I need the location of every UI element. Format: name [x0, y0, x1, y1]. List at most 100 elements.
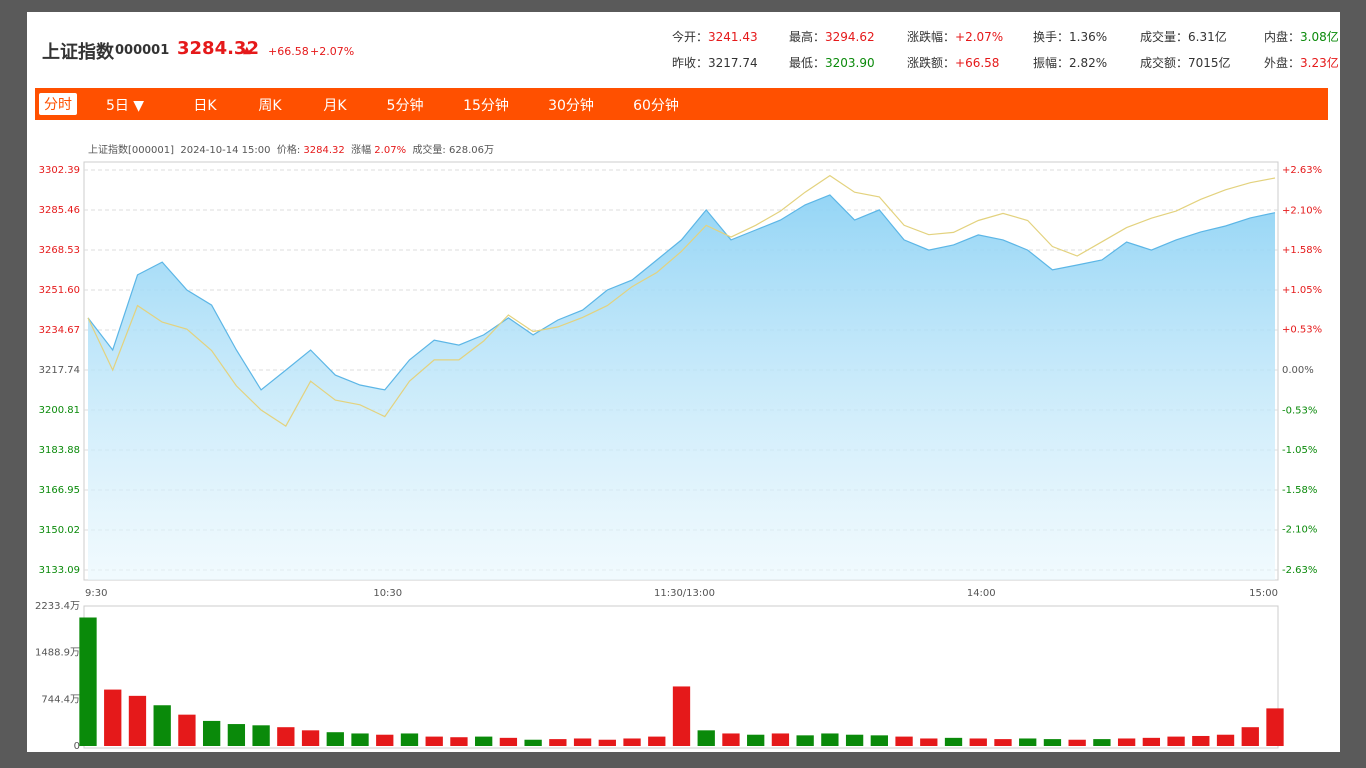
volume-bar: [771, 733, 790, 746]
y2-tick-label: +1.58%: [1282, 245, 1322, 256]
stat-value: +66.58: [955, 56, 1000, 70]
y2-tick-label: -1.05%: [1282, 445, 1317, 456]
info-price: 3284.32: [303, 145, 345, 156]
stat: 换手：1.36%: [1033, 28, 1107, 45]
volume-bar: [301, 730, 320, 746]
info-vol-label: 成交量:: [412, 145, 446, 156]
volume-bar: [623, 738, 641, 746]
x-tick-label: 15:00: [1249, 588, 1278, 599]
tab-bar: 分时 5日 ▼ 日K 周K 月K 5分钟 15分钟 30分钟 60分钟: [35, 88, 1328, 120]
volume-bar: [1093, 739, 1111, 746]
volume-bar: [128, 695, 147, 746]
volume-bar: [747, 734, 765, 746]
y-tick-label: 744.4万: [41, 694, 80, 705]
volume-bar: [1241, 727, 1259, 746]
y-tick-label: 3133.09: [39, 565, 80, 576]
tab[interactable]: 日K: [193, 98, 217, 114]
tab[interactable]: 周K: [258, 98, 282, 114]
index-price: 3284.32: [177, 38, 259, 59]
y-tick-label: 3150.02: [39, 525, 80, 536]
stat-label: 振幅：: [1033, 56, 1070, 70]
volume-bar: [104, 689, 122, 746]
stat-value: 3.08亿: [1300, 30, 1339, 44]
volume-bar: [994, 739, 1012, 746]
volume-bar: [1019, 738, 1037, 746]
y2-tick-label: +2.10%: [1282, 205, 1322, 216]
stat-label: 今开：: [672, 30, 709, 44]
stat-label: 涨跌幅：: [907, 30, 956, 44]
volume-bar: [1043, 739, 1062, 746]
volume-bar: [252, 725, 270, 746]
y2-tick-label: +2.63%: [1282, 165, 1322, 176]
x-tick-label: 14:00: [967, 588, 996, 599]
stat: 内盘：3.08亿: [1264, 28, 1339, 45]
stat-label: 最低：: [789, 56, 826, 70]
tab[interactable]: 30分钟: [548, 98, 594, 114]
volume-bar: [524, 739, 542, 746]
stat-label: 换手：: [1033, 30, 1070, 44]
y2-tick-label: +1.05%: [1282, 285, 1322, 296]
volume-bar: [598, 739, 616, 746]
stat: 最高：3294.62: [789, 28, 875, 45]
volume-bar: [351, 733, 369, 746]
x-tick-label: 10:30: [373, 588, 402, 599]
y2-tick-label: -2.63%: [1282, 565, 1317, 576]
volume-bar: [870, 735, 888, 746]
volume-bar: [277, 727, 295, 746]
volume-bar: [895, 736, 913, 746]
y-tick-label: 3251.60: [39, 285, 80, 296]
stat: 成交量：6.31亿: [1140, 28, 1227, 45]
tab[interactable]: 分时: [39, 93, 77, 115]
y2-tick-label: +0.53%: [1282, 325, 1322, 336]
y-tick-label: 1488.9万: [35, 648, 80, 659]
stat: 最低：3203.90: [789, 54, 875, 71]
stat: 振幅：2.82%: [1033, 54, 1107, 71]
stat-value: +2.07%: [955, 30, 1004, 44]
index-name: 上证指数: [42, 42, 114, 63]
volume-bar: [202, 720, 221, 746]
volume-bar: [153, 705, 171, 746]
info-pct-label: 涨幅: [351, 145, 372, 156]
stat-value: 3.23亿: [1300, 56, 1339, 70]
volume-bar: [326, 732, 344, 746]
info-line: 上证指数[000001] 2024-10-14 15:00 价格: 3284.3…: [88, 141, 494, 156]
tab[interactable]: 5日 ▼: [105, 98, 145, 114]
volume-bar: [796, 735, 814, 746]
y2-tick-label: -1.58%: [1282, 485, 1317, 496]
volume-bar: [969, 738, 987, 746]
stat-label: 昨收：: [672, 56, 709, 70]
x-tick-label: 11:30/13:00: [654, 588, 715, 599]
stat: 外盘：3.23亿: [1264, 54, 1339, 71]
volume-bar: [920, 738, 938, 746]
stat-value: 6.31亿: [1188, 30, 1227, 44]
volume-bar: [1266, 708, 1284, 746]
volume-bar: [400, 733, 419, 746]
stat-label: 成交量：: [1140, 30, 1189, 44]
volume-bar: [944, 737, 963, 746]
tab[interactable]: 5分钟: [386, 98, 424, 114]
y-tick-label: 3166.95: [39, 485, 80, 496]
info-name: 上证指数[000001]: [88, 145, 174, 156]
y-tick-label: 2233.4万: [35, 601, 80, 612]
tab[interactable]: 月K: [323, 98, 347, 114]
volume-bar: [672, 686, 691, 746]
tab[interactable]: 60分钟: [633, 98, 679, 114]
stat-value: 1.36%: [1069, 30, 1108, 44]
volume-bar: [1167, 736, 1185, 746]
stat-value: 7015亿: [1188, 56, 1231, 70]
volume-bar: [722, 733, 740, 746]
y2-tick-label: -2.10%: [1282, 525, 1317, 536]
stat-value: 3294.62: [825, 30, 875, 44]
volume-bar: [425, 736, 443, 746]
volume-bar: [1216, 734, 1235, 746]
tab[interactable]: 15分钟: [463, 98, 509, 114]
y-tick-label: 0: [74, 741, 80, 752]
info-price-label: 价格:: [276, 145, 301, 156]
y2-tick-label: -0.53%: [1282, 405, 1317, 416]
y-tick-label: 3268.53: [39, 245, 80, 256]
stat-value: 3203.90: [825, 56, 875, 70]
price-line: [87, 194, 1276, 391]
stat-label: 最高：: [789, 30, 826, 44]
stat-value: 2.82%: [1069, 56, 1108, 70]
